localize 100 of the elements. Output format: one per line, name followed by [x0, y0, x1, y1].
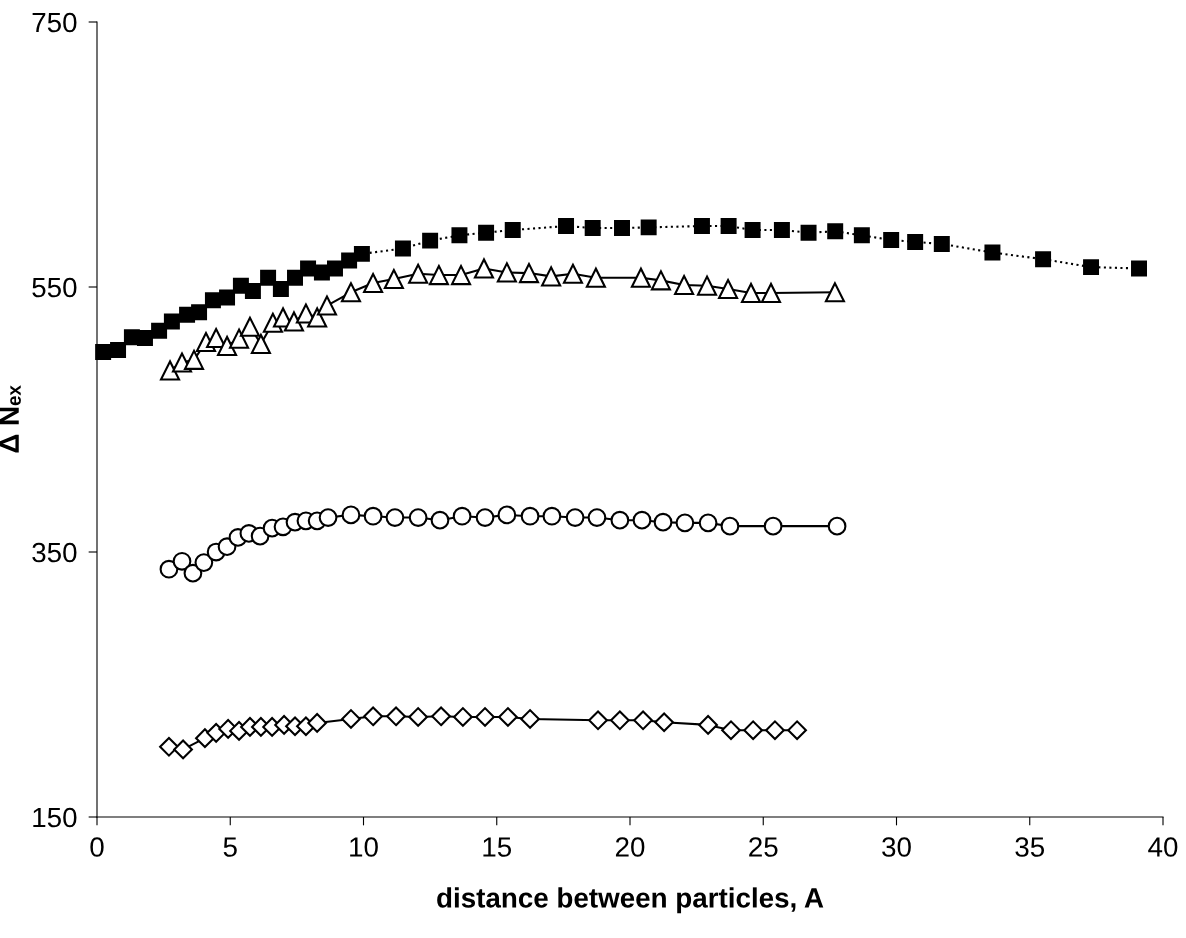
point [565, 508, 585, 527]
point [933, 235, 950, 252]
point [408, 508, 428, 527]
point [451, 227, 468, 244]
x-tick-label: 10 [350, 837, 378, 857]
point [239, 316, 261, 337]
point [496, 262, 517, 283]
point [475, 707, 495, 727]
point [588, 710, 608, 731]
point [721, 720, 741, 741]
point [633, 710, 653, 731]
x-tick-label: 5 [223, 837, 237, 857]
point [228, 328, 250, 349]
x-tick-label: 15 [483, 837, 512, 857]
point [478, 224, 495, 241]
point [183, 563, 203, 583]
point [216, 335, 238, 357]
point [763, 516, 783, 536]
point [674, 274, 695, 296]
point [640, 219, 657, 236]
point [250, 333, 271, 355]
point [853, 227, 870, 244]
point [206, 327, 227, 349]
point [520, 709, 540, 729]
point [110, 341, 127, 358]
point [630, 267, 651, 288]
point [385, 508, 405, 527]
point [353, 245, 370, 262]
point [558, 218, 575, 235]
point [883, 231, 900, 248]
point [720, 516, 740, 536]
point [653, 512, 673, 532]
x-tick-label: 20 [615, 837, 645, 857]
point [587, 508, 607, 527]
point [383, 268, 404, 290]
point [773, 222, 790, 239]
point [1035, 251, 1052, 268]
point [340, 282, 362, 303]
point [498, 707, 518, 727]
point [698, 715, 718, 735]
point [718, 278, 739, 300]
point [520, 506, 540, 526]
point [787, 720, 807, 741]
point [327, 260, 343, 277]
point [824, 282, 846, 303]
point [159, 360, 181, 381]
x-tick-label: 35 [1015, 837, 1045, 857]
y-tick-label: 350 [32, 542, 77, 563]
point [363, 706, 383, 727]
x-tick-label: 30 [882, 837, 911, 857]
point [386, 706, 406, 727]
point [363, 506, 383, 526]
x-axis-title: distance between particles, A [437, 887, 824, 914]
point [452, 506, 472, 526]
point [585, 267, 606, 288]
point [504, 222, 521, 239]
point [984, 244, 1001, 261]
point [450, 265, 472, 286]
point [300, 260, 317, 277]
point [562, 263, 584, 284]
point [740, 282, 762, 304]
point [827, 223, 844, 240]
point [318, 508, 338, 527]
point [693, 218, 710, 235]
point [609, 710, 630, 731]
point [428, 265, 449, 286]
point [307, 307, 328, 328]
point [497, 505, 517, 525]
point [287, 269, 303, 286]
x-tick-label: 0 [90, 837, 104, 857]
point [194, 553, 214, 572]
point [696, 275, 718, 296]
point [650, 270, 671, 291]
point [159, 736, 179, 757]
point [219, 289, 236, 306]
point [765, 720, 785, 741]
point [610, 510, 630, 530]
point [163, 313, 180, 330]
point [827, 516, 847, 536]
point [1131, 260, 1147, 277]
point [363, 272, 384, 294]
point [907, 233, 924, 250]
point [272, 281, 289, 297]
point [760, 282, 782, 304]
point [172, 551, 192, 571]
point [473, 258, 495, 279]
point [408, 707, 429, 727]
point [475, 508, 495, 527]
y-tick-label: 750 [32, 12, 77, 33]
point [408, 263, 429, 284]
point [307, 713, 328, 733]
point [632, 510, 652, 530]
y-tick-label: 550 [32, 277, 77, 298]
point [260, 269, 277, 286]
point [316, 295, 338, 316]
point [614, 220, 630, 237]
point [518, 263, 540, 284]
point [542, 506, 562, 526]
point [675, 513, 695, 533]
point [191, 304, 208, 321]
